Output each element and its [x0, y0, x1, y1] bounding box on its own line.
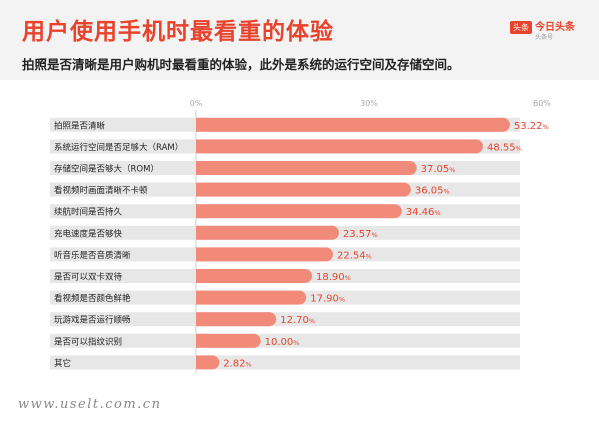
- category-label: 玩游戏是否运行顺畅: [54, 315, 131, 326]
- bar-cap: [297, 269, 312, 283]
- value-label: 34.46%: [406, 207, 441, 218]
- category-label: 系统运行空间是否足够大（RAM）: [54, 142, 183, 153]
- value-unit: %: [543, 123, 549, 131]
- value-unit: %: [345, 274, 351, 282]
- value-label: 2.82%: [223, 358, 251, 369]
- value-unit: %: [434, 209, 440, 217]
- value-label: 18.90%: [316, 272, 351, 283]
- value-unit: %: [293, 339, 299, 347]
- category-label: 看视频时画面清晰不卡顿: [54, 185, 148, 196]
- logo-sub: 头条号: [535, 34, 554, 41]
- value-label: 10.00%: [265, 337, 300, 348]
- bar-cap: [318, 247, 333, 262]
- bar-track: [50, 333, 520, 348]
- watermark: www.uselt.com.cn: [18, 397, 162, 412]
- value-unit: %: [516, 144, 522, 152]
- bar-cap: [205, 355, 220, 370]
- value-label: 48.55%: [487, 142, 522, 153]
- category-label: 是否可以指纹识别: [54, 336, 122, 347]
- value-label: 23.57%: [343, 229, 378, 240]
- bar-cap: [387, 204, 402, 219]
- value-unit: %: [449, 166, 455, 174]
- category-label: 续航时间是否持久: [54, 207, 123, 218]
- bar-cap: [495, 117, 510, 132]
- value-unit: %: [366, 252, 372, 260]
- x-tick-label: 0%: [190, 99, 203, 108]
- header: 用户使用手机时最看重的体验 拍照是否清晰是用户购机时最看重的体验，此外是系统的运…: [0, 0, 599, 80]
- bar-cap: [402, 161, 417, 175]
- bar-cap: [292, 290, 307, 305]
- bar: [196, 182, 404, 197]
- bar-track: [50, 355, 520, 370]
- category-label: 存储空间是否够大（ROM）: [54, 164, 159, 175]
- value-unit: %: [309, 317, 315, 325]
- value-label: 37.05%: [421, 164, 456, 175]
- value-label: 22.54%: [337, 250, 372, 261]
- value-unit: %: [339, 296, 345, 304]
- x-tick-label: 30%: [360, 99, 378, 108]
- value-label: 12.70%: [280, 315, 315, 326]
- value-label: 53.22%: [514, 121, 549, 132]
- value-unit: %: [246, 360, 252, 368]
- category-label: 听音乐是否音质清晰: [54, 250, 131, 261]
- logo-name: 今日头条: [535, 22, 575, 33]
- bar: [196, 139, 476, 154]
- page-subtitle: 拍照是否清晰是用户购机时最看重的体验，此外是系统的运行空间及存储空间。: [22, 57, 460, 72]
- x-tick-label: 60%: [533, 99, 551, 108]
- category-label: 看视频是否颜色鲜艳: [54, 293, 131, 304]
- category-label: 充电速度是否够快: [54, 228, 123, 239]
- logo-badge: 头条: [510, 21, 532, 34]
- bar: [196, 312, 270, 327]
- value-unit: %: [444, 188, 450, 196]
- bar: [196, 333, 254, 348]
- category-label: 拍照是否清晰: [54, 120, 106, 131]
- bar: [196, 117, 503, 132]
- bar-cap: [324, 225, 339, 240]
- bar: [196, 161, 410, 175]
- bar: [196, 225, 332, 240]
- bar-cap: [246, 333, 261, 348]
- bar-cap: [396, 182, 411, 197]
- value-unit: %: [372, 231, 378, 239]
- bar-track: [50, 312, 520, 327]
- category-label: 其它: [54, 358, 71, 369]
- bar: [196, 269, 305, 283]
- bar: [196, 290, 300, 305]
- page-title: 用户使用手机时最看重的体验: [22, 19, 334, 45]
- value-label: 36.05%: [415, 186, 450, 197]
- bar-cap: [262, 312, 277, 327]
- bar: [196, 247, 326, 262]
- bar: [196, 204, 395, 219]
- bar-chart: 0% 30% 60% 拍照是否清晰 53.22% 系统运行空间是否足够大（RAM） 48.5…: [50, 99, 551, 374]
- bar-cap: [468, 139, 483, 154]
- toutiao-logo: 头条 今日头条 头条号: [510, 18, 586, 44]
- value-label: 17.90%: [310, 294, 345, 305]
- category-label: 是否可以双卡双待: [54, 272, 123, 283]
